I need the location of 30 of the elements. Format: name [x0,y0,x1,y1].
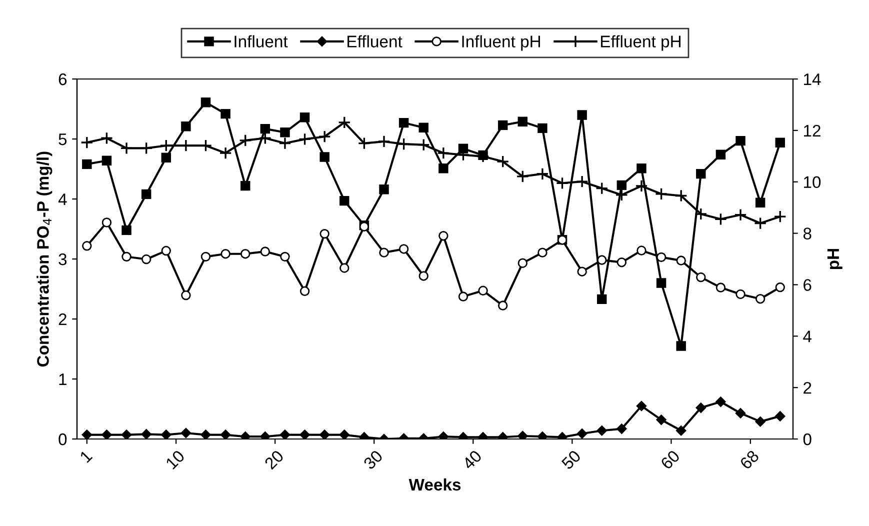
y-tick-label: 0 [58,433,67,446]
x-tick-label: 60 [660,449,680,470]
y2-tick-label: 4 [803,330,812,342]
x-tick-label: 10 [165,449,186,470]
y2-tick-label: 8 [803,228,812,240]
x-axis-title: Weeks [408,478,461,491]
y2-tick-label: 0 [803,433,812,446]
legend-label: Influent pH [462,35,540,51]
y-tick-label: 3 [58,253,67,266]
y2-tick-label: 10 [804,176,821,188]
x-tick-label: 1 [79,450,93,463]
y-tick-label: 4 [58,194,67,206]
y-tick-label: 1 [59,374,66,386]
x-tick-label: 40 [462,449,482,470]
y-tick-label: 2 [58,313,66,326]
x-tick-label: 20 [264,449,284,470]
legend-label: Effluent pH [601,35,680,51]
x-tick-label: 68 [739,450,760,470]
y-tick-label: 6 [58,73,67,86]
x-tick-label: 30 [362,449,384,470]
y-axis-title: Concentration PO$_{4}$-P (mg/l) [36,152,52,367]
y-tick-label: 5 [58,134,67,146]
y2-tick-label: 12 [804,124,820,136]
x-tick-label: 50 [560,449,582,470]
y2-tick-label: 2 [804,382,812,394]
legend-label: Influent [234,35,288,48]
y2-axis-title: pH [827,249,842,270]
y2-tick-label: 14 [804,74,821,86]
y2-tick-label: 6 [804,279,812,291]
legend-label: Effluent [348,35,402,48]
